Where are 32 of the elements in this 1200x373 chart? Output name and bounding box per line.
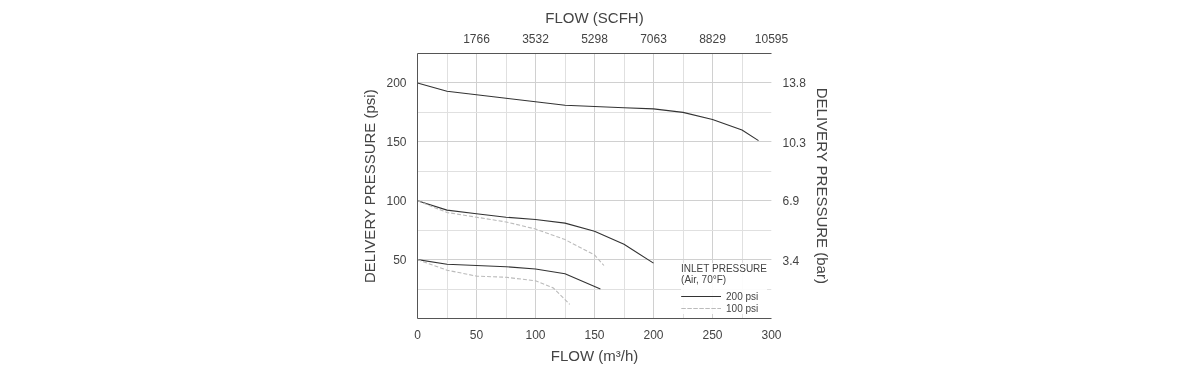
legend-title: INLET PRESSURE (Air, 70°F) bbox=[681, 263, 767, 285]
line-series bbox=[417, 82, 760, 142]
x2-axis-title: FLOW (SCFH) bbox=[545, 8, 644, 26]
x-axis-title: FLOW (m³/h) bbox=[550, 346, 639, 364]
x-tick-label: 150 bbox=[584, 327, 605, 342]
y-tick-label: 200 bbox=[386, 76, 407, 91]
x-tick-label: 300 bbox=[761, 327, 782, 342]
x-tick-label: 200 bbox=[643, 327, 664, 342]
x-tick-label: 0 bbox=[414, 327, 422, 342]
x2-tick-label: 10595 bbox=[754, 31, 789, 46]
x2-tick-label: 3532 bbox=[522, 31, 550, 46]
y-tick-label: 50 bbox=[393, 253, 407, 268]
y2-tick-label: 13.8 bbox=[782, 76, 807, 91]
line-series bbox=[417, 259, 601, 290]
y2-tick-label: 10.3 bbox=[782, 136, 807, 151]
legend-label: 100 psi bbox=[726, 302, 759, 314]
y-axis-title: DELIVERY PRESSURE (psi) bbox=[361, 89, 379, 283]
x2-tick-label: 5298 bbox=[581, 31, 609, 46]
line-series bbox=[417, 259, 571, 305]
y-tick-label: 100 bbox=[386, 194, 407, 209]
y2-tick-label: 6.9 bbox=[782, 194, 800, 209]
x-tick-label: 250 bbox=[702, 327, 723, 342]
line-series bbox=[417, 200, 605, 267]
y2-axis-title: DELIVERY PRESSURE (bar) bbox=[813, 87, 831, 284]
x2-tick-label: 1766 bbox=[463, 31, 491, 46]
x-tick-label: 100 bbox=[525, 327, 546, 342]
x-tick-label: 50 bbox=[469, 327, 484, 342]
legend-label: 200 psi bbox=[726, 290, 759, 302]
y2-tick-label: 3.4 bbox=[782, 253, 800, 268]
y-tick-label: 150 bbox=[386, 135, 407, 150]
x2-tick-label: 7063 bbox=[640, 31, 668, 46]
x2-tick-label: 8829 bbox=[699, 31, 727, 46]
